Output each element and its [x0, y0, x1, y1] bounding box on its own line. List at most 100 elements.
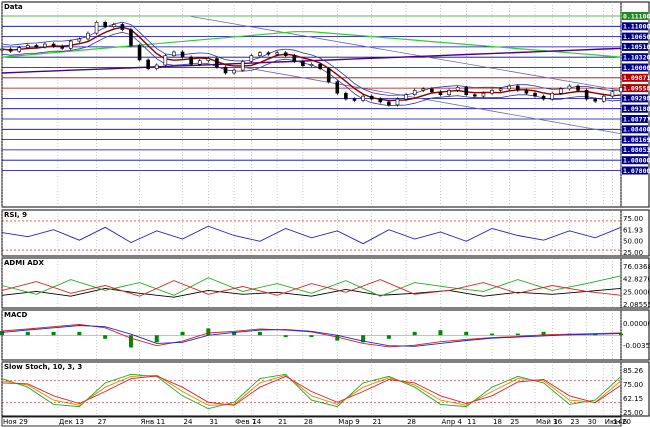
scale-label: 25.00000	[623, 288, 650, 296]
price-badge	[622, 156, 648, 165]
price-badge-label: 1.10320	[623, 54, 650, 62]
macd-histogram-bar	[515, 333, 520, 336]
channel-lower-line	[242, 66, 622, 135]
macd-signal-line	[1, 325, 622, 347]
candle-body	[593, 98, 598, 102]
candle-body	[43, 43, 47, 48]
candle-body	[584, 90, 589, 100]
candle-body	[309, 63, 314, 67]
candle-body	[447, 90, 451, 95]
macd-histogram-bar	[464, 331, 469, 336]
macd-histogram-bar	[51, 331, 56, 336]
price-badge	[622, 63, 648, 72]
candle-body	[111, 24, 116, 27]
panel-title: MACD	[4, 311, 28, 319]
macd-histogram-bar	[154, 335, 159, 343]
candle-body	[129, 29, 133, 46]
candle-body	[318, 63, 322, 69]
candle-body	[283, 52, 288, 56]
x-tick-label: Май 3	[536, 418, 558, 426]
panel-title: Data	[4, 3, 23, 11]
candle-body	[25, 45, 30, 48]
x-tick-label: 11	[467, 418, 476, 426]
price-badge-label: 1.09298	[623, 95, 650, 103]
scale-label: 62.15	[623, 395, 643, 403]
x-tick-label: 14	[252, 418, 261, 426]
candle-body	[17, 47, 21, 52]
x-tick-label: 31	[209, 418, 218, 426]
candle-body	[51, 43, 56, 47]
scale-label: 75.00	[623, 215, 643, 223]
scale-label: 42.82701	[623, 276, 650, 284]
price-badge	[622, 42, 648, 51]
price-scale	[620, 257, 650, 309]
price-badge	[622, 104, 648, 113]
x-tick-label: Ноя 29	[3, 418, 28, 426]
macd-histogram-bar	[103, 335, 108, 339]
macd-histogram-bar	[335, 335, 340, 341]
candle-body	[516, 85, 520, 91]
candle-body	[610, 91, 615, 97]
macd-histogram-bar	[206, 328, 211, 336]
scale-label: 75.00	[623, 381, 643, 389]
channel-upper-line	[191, 16, 622, 91]
price-badge-label: 1.08777	[623, 115, 650, 123]
price-badge	[622, 125, 648, 134]
price-badge-label: 1.07800	[623, 167, 650, 175]
candle-body	[344, 92, 348, 100]
macd-histogram-bar	[438, 330, 443, 336]
candle-body	[172, 51, 176, 56]
candle-body	[395, 98, 400, 106]
price-scale	[620, 309, 650, 361]
candle-body	[0, 48, 4, 51]
candle-body	[455, 87, 460, 91]
candle-body	[369, 95, 374, 100]
candle-body	[197, 60, 202, 65]
price-badge	[622, 22, 648, 31]
candle-body	[559, 88, 563, 94]
price-badge	[622, 84, 648, 93]
x-tick-label: Июн 6	[605, 418, 628, 426]
price-scale	[620, 209, 650, 257]
sma-purple-line	[1, 47, 622, 74]
x-tick-label: Дек 13	[59, 418, 84, 426]
price-badge-label: 0.11100	[623, 12, 650, 20]
indicator-line	[1, 374, 622, 406]
indicator-line	[1, 275, 622, 297]
candle-body	[86, 32, 90, 40]
price-badge-label: 1.09558	[623, 84, 650, 92]
x-tick-label: 27	[98, 418, 107, 426]
candle-body	[60, 45, 64, 49]
candle-body	[533, 92, 537, 97]
candle-body	[249, 55, 254, 62]
candle-body	[498, 88, 503, 91]
price-badge	[622, 12, 648, 20]
candle-body	[421, 88, 426, 91]
macd-histogram-bar	[77, 331, 82, 336]
candle-body	[567, 85, 572, 90]
candle-body	[206, 58, 211, 61]
price-badge-label: 1.10510	[623, 43, 650, 51]
indicator-line	[1, 279, 622, 297]
price-badge-label: 1.10000	[623, 64, 650, 72]
x-axis-strip	[1, 416, 622, 427]
candle-body	[507, 85, 512, 90]
scale-label: 76.03686	[623, 263, 650, 271]
x-tick-label: 25	[510, 418, 519, 426]
indicator-line	[1, 225, 622, 245]
candle-body	[404, 94, 408, 100]
candle-body	[77, 38, 82, 42]
scale-label: 0.00000	[623, 320, 650, 328]
panel-title: RSI, 9	[4, 211, 27, 219]
panel-title: Slow Stoch, 10, 3, 3	[4, 363, 82, 371]
candle-body	[430, 88, 434, 93]
x-tick-label: 20	[622, 418, 631, 426]
indicator-line	[1, 375, 622, 406]
macd-histogram-bar	[412, 331, 417, 336]
candle-body	[361, 95, 365, 101]
candle-body	[602, 95, 606, 102]
candle-body	[326, 68, 331, 82]
price-badge-label: 1.09180	[623, 105, 650, 113]
scale-label: 2.08555	[623, 301, 650, 309]
